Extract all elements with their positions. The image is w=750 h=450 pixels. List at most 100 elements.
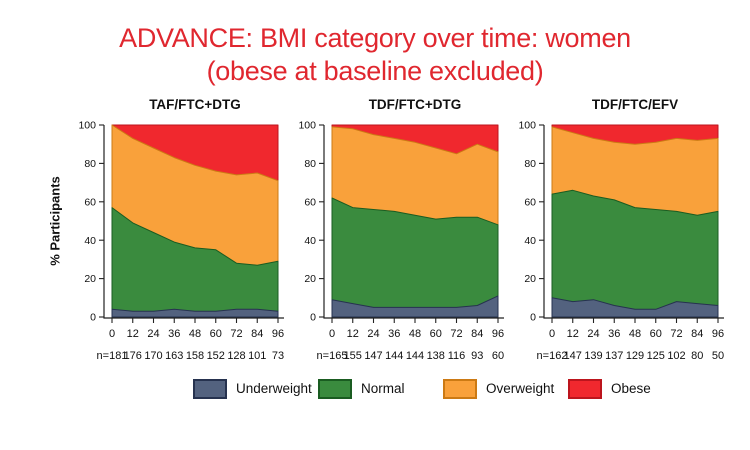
y-tick-label: 40 [84,235,96,247]
x-tick-label: 36 [608,328,620,340]
n-at-risk-label: 73 [272,350,284,362]
y-tick-label: 20 [304,273,316,285]
x-tick-label: 96 [492,328,504,340]
y-tick-label: 20 [524,273,536,285]
x-tick-label: 24 [147,328,159,340]
n-at-risk-label: 102 [667,350,685,362]
area-underweight [331,295,499,318]
chart-plot-taf-ftc-dtg: 0 20 40 60 80 100 0 n=181 12 176 24 170 36 163 48 158 60… [68,115,288,365]
y-tick-label: 0 [310,312,316,324]
legend-item-underweight: Underweight [193,378,318,399]
n-at-risk-label: 125 [647,350,665,362]
area-underweight [111,308,279,318]
axis-lines [543,124,724,319]
x-tick-label: 96 [712,328,724,340]
legend-item-obese: Obese [568,378,693,399]
chart-tdf-ftc-dtg: TDF/FTC+DTG 0 20 40 60 80 100 0 n=165 12 155 24 147… [288,97,508,365]
y-tick-label: 80 [84,158,96,170]
chart-tdf-ftc-efv: TDF/FTC/EFV 0 20 40 60 80 100 0 n=162 12 147 24 139… [508,97,728,365]
n-at-risk-label: 60 [492,350,504,362]
n-at-risk-label: 129 [626,350,644,362]
y-tick-label: 60 [84,196,96,208]
chart-title-tdf-ftc-dtg: TDF/FTC+DTG [368,96,462,112]
y-tick-label: 0 [90,312,96,324]
n-at-risk-label: 50 [712,350,724,362]
n-at-risk-label: n=162 [537,350,568,362]
n-at-risk-label: 138 [427,350,445,362]
n-at-risk-label: 147 [364,350,382,362]
legend-label-overweight: Overweight [486,381,555,397]
x-tick-label: 0 [549,328,555,340]
x-tick-label: 0 [329,328,335,340]
legend-item-normal: Normal [318,378,443,399]
n-at-risk-label: 147 [564,350,582,362]
x-tick-label: 48 [189,328,201,340]
legend-item-overweight: Overweight [443,378,568,399]
y-tick-label: 100 [78,120,96,132]
y-tick-label: 100 [298,120,316,132]
legend-swatch-obese [568,378,602,399]
chart-plot-tdf-ftc-efv: 0 20 40 60 80 100 0 n=162 12 147 24 139 36 137 48 129 60… [508,115,728,365]
y-tick-label: 40 [524,235,536,247]
x-tick-label: 60 [210,328,222,340]
y-tick-label: 80 [304,158,316,170]
y-tick-label: 20 [84,273,96,285]
legend-label-normal: Normal [361,381,405,397]
y-tick-label: 60 [304,196,316,208]
x-tick-label: 12 [347,328,359,340]
n-at-risk-label: 155 [344,350,362,362]
y-tick-label: 60 [524,196,536,208]
page-title-line2: (obese at baseline excluded) [206,56,544,87]
n-at-risk-label: n=165 [317,350,348,362]
x-tick-label: 36 [168,328,180,340]
x-tick-label: 72 [670,328,682,340]
chart-plot-tdf-ftc-dtg: 0 20 40 60 80 100 0 n=165 12 155 24 147 36 144 48 144 60… [288,115,508,365]
n-at-risk-label: 144 [406,350,424,362]
y-tick-label: 100 [518,120,536,132]
x-tick-label: 24 [587,328,599,340]
y-tick-label: 40 [304,235,316,247]
n-at-risk-label: 93 [471,350,483,362]
x-tick-label: 0 [109,328,115,340]
x-tick-label: 96 [272,328,284,340]
n-at-risk-label: 137 [605,350,623,362]
legend-label-obese: Obese [611,381,651,397]
n-at-risk-label: 158 [186,350,204,362]
x-tick-label: 84 [471,328,483,340]
x-tick-label: 48 [629,328,641,340]
n-at-risk-label: 152 [207,350,225,362]
legend-label-underweight: Underweight [236,381,312,397]
n-at-risk-label: n=181 [97,350,128,362]
n-at-risk-label: 144 [385,350,403,362]
y-tick-label: 0 [530,312,536,324]
n-at-risk-label: 163 [165,350,183,362]
page-title: ADVANCE: BMI category over time: women (… [0,22,750,89]
charts-row: % Participants TAF/FTC+DTG 0 20 40 60 80 100 0… [0,97,750,365]
chart-title-taf-ftc-dtg: TAF/FTC+DTG [149,96,241,112]
chart-title-tdf-ftc-efv: TDF/FTC/EFV [591,96,679,112]
x-tick-label: 36 [388,328,400,340]
x-tick-label: 12 [567,328,579,340]
n-at-risk-label: 170 [144,350,162,362]
n-at-risk-label: 128 [227,350,245,362]
x-tick-label: 48 [409,328,421,340]
axis-lines [323,124,504,319]
chart-taf-ftc-dtg: TAF/FTC+DTG 0 20 40 60 80 100 0 n=181 12 176 24 170… [68,97,288,365]
legend: Underweight Normal Overweight Obese [193,378,750,399]
x-tick-label: 24 [367,328,379,340]
y-tick-label: 80 [524,158,536,170]
n-at-risk-label: 80 [691,350,703,362]
page-title-line1: ADVANCE: BMI category over time: women [119,23,631,53]
legend-swatch-overweight [443,378,477,399]
axis-lines [103,124,284,319]
n-at-risk-label: 176 [124,350,142,362]
x-tick-label: 72 [450,328,462,340]
legend-swatch-normal [318,378,352,399]
x-tick-label: 84 [251,328,263,340]
x-tick-label: 60 [650,328,662,340]
x-tick-label: 72 [230,328,242,340]
slide: ADVANCE: BMI category over time: women (… [0,22,750,450]
n-at-risk-label: 116 [448,350,466,362]
n-at-risk-label: 101 [248,350,266,362]
n-at-risk-label: 139 [584,350,602,362]
